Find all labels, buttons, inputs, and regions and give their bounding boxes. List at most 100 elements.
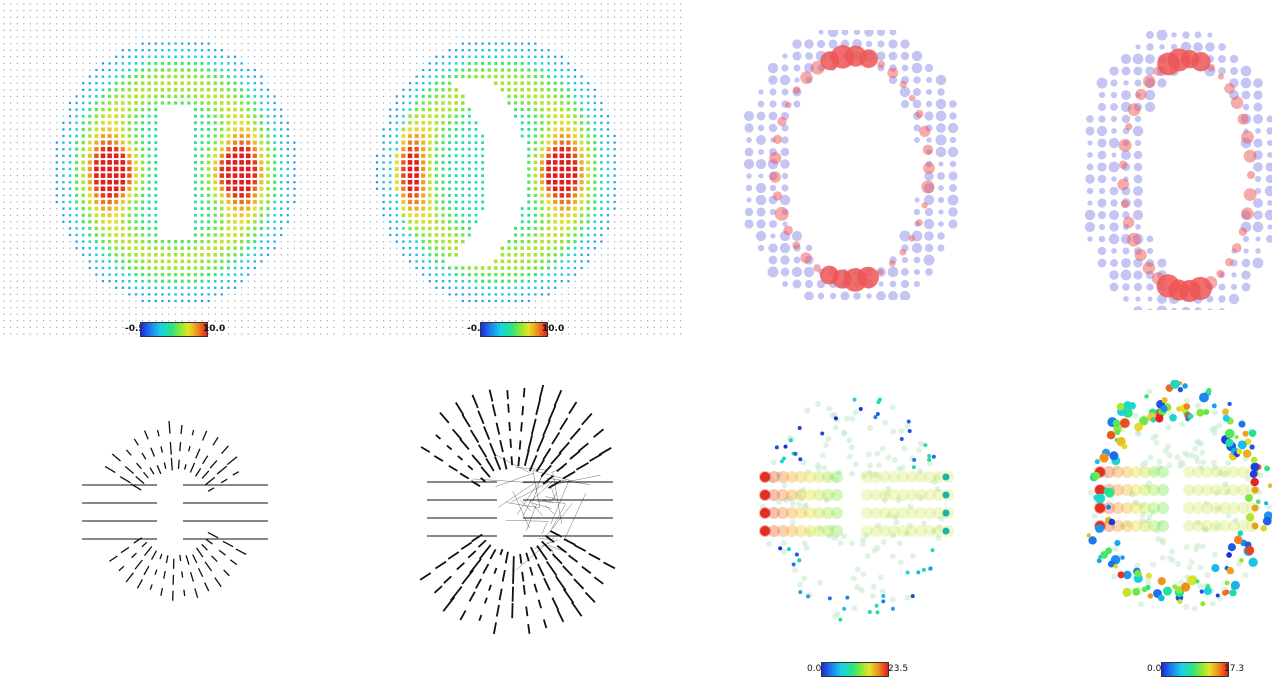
field-cell	[441, 75, 445, 79]
field-cell	[448, 62, 451, 65]
grid-dot	[320, 300, 322, 302]
grid-dot	[581, 287, 583, 289]
grid-dot	[680, 247, 682, 249]
grid-dot	[23, 95, 25, 97]
field-cell	[141, 299, 144, 303]
grid-dot	[307, 10, 309, 12]
grid-dot	[376, 260, 378, 262]
grid-dot	[122, 293, 124, 295]
field-cell	[206, 81, 211, 85]
grid-dot	[234, 43, 236, 45]
grid-dot	[594, 69, 596, 71]
field-cell	[579, 213, 584, 217]
grid-dot	[56, 89, 58, 91]
field-cell	[434, 253, 438, 257]
field-cell	[487, 55, 491, 59]
grid-dot	[435, 293, 437, 295]
grid-dot	[402, 56, 404, 58]
grid-dot	[422, 36, 424, 38]
grid-dot	[56, 300, 58, 302]
grid-dot	[356, 241, 358, 243]
field-cell	[253, 240, 257, 244]
grid-dot	[274, 326, 276, 328]
grid-dot	[680, 181, 682, 183]
grid-dot	[350, 168, 352, 170]
grid-dot	[208, 36, 210, 38]
field-cell	[127, 239, 132, 244]
field-cell	[415, 95, 418, 98]
field-cell	[414, 219, 419, 224]
field-cell	[180, 68, 184, 72]
grid-dot	[128, 320, 130, 322]
field-cell	[428, 233, 432, 237]
grid-dot	[620, 102, 622, 104]
field-cell	[200, 213, 204, 217]
field-cell	[233, 107, 237, 112]
grid-dot	[350, 49, 352, 51]
grid-dot	[287, 62, 289, 64]
field-cell	[573, 95, 577, 98]
grid-dot	[320, 16, 322, 18]
grid-dot	[627, 76, 629, 78]
field-cell	[593, 121, 597, 125]
field-cell	[428, 75, 432, 78]
field-cell	[160, 259, 165, 264]
grid-dot	[633, 109, 635, 111]
grid-dot	[534, 29, 536, 31]
grid-dot	[620, 62, 622, 64]
grid-dot	[567, 16, 569, 18]
field-cell	[533, 187, 538, 191]
grid-dot	[673, 280, 675, 282]
field-cell	[448, 286, 451, 289]
field-cell	[266, 233, 270, 237]
grid-dot	[581, 293, 583, 295]
grid-dot	[234, 29, 236, 31]
field-cell	[187, 94, 191, 99]
grid-dot	[267, 320, 269, 322]
grid-dot	[29, 135, 31, 137]
grid-dot	[369, 3, 371, 5]
grid-dot	[607, 293, 609, 295]
grid-dot	[620, 23, 622, 25]
grid-dot	[383, 109, 385, 111]
field-cell	[147, 114, 151, 118]
field-cell	[481, 187, 484, 191]
grid-dot	[673, 122, 675, 124]
grid-dot	[627, 188, 629, 190]
grid-dot	[442, 3, 444, 5]
field-cell	[467, 266, 472, 270]
field-cell	[115, 62, 118, 65]
field-cell	[75, 207, 78, 210]
field-cell	[260, 260, 263, 263]
grid-dot	[320, 43, 322, 45]
grid-dot	[313, 148, 315, 150]
grid-dot	[468, 29, 470, 31]
field-cell	[415, 253, 418, 257]
grid-dot	[581, 320, 583, 322]
grid-dot	[416, 36, 418, 38]
field-cell	[520, 253, 524, 257]
field-cell	[253, 88, 257, 92]
field-cell	[252, 153, 257, 158]
field-cell	[128, 279, 131, 283]
field-cell	[266, 220, 270, 224]
field-cell	[240, 273, 243, 276]
field-cell	[107, 193, 112, 198]
field-cell	[127, 140, 132, 145]
grid-dot	[287, 109, 289, 111]
grid-dot	[214, 307, 216, 309]
grid-dot	[274, 280, 276, 282]
field-cell	[395, 233, 398, 237]
field-cell	[113, 146, 119, 152]
field-cell	[520, 239, 524, 244]
grid-dot	[287, 36, 289, 38]
field-cell	[266, 147, 270, 151]
field-cell	[141, 42, 144, 45]
field-cell	[273, 193, 277, 197]
grid-dot	[561, 293, 563, 295]
grid-dot	[442, 320, 444, 322]
grid-dot	[363, 3, 365, 5]
grid-dot	[647, 16, 649, 18]
grid-dot	[313, 307, 315, 309]
grid-dot	[501, 313, 503, 315]
